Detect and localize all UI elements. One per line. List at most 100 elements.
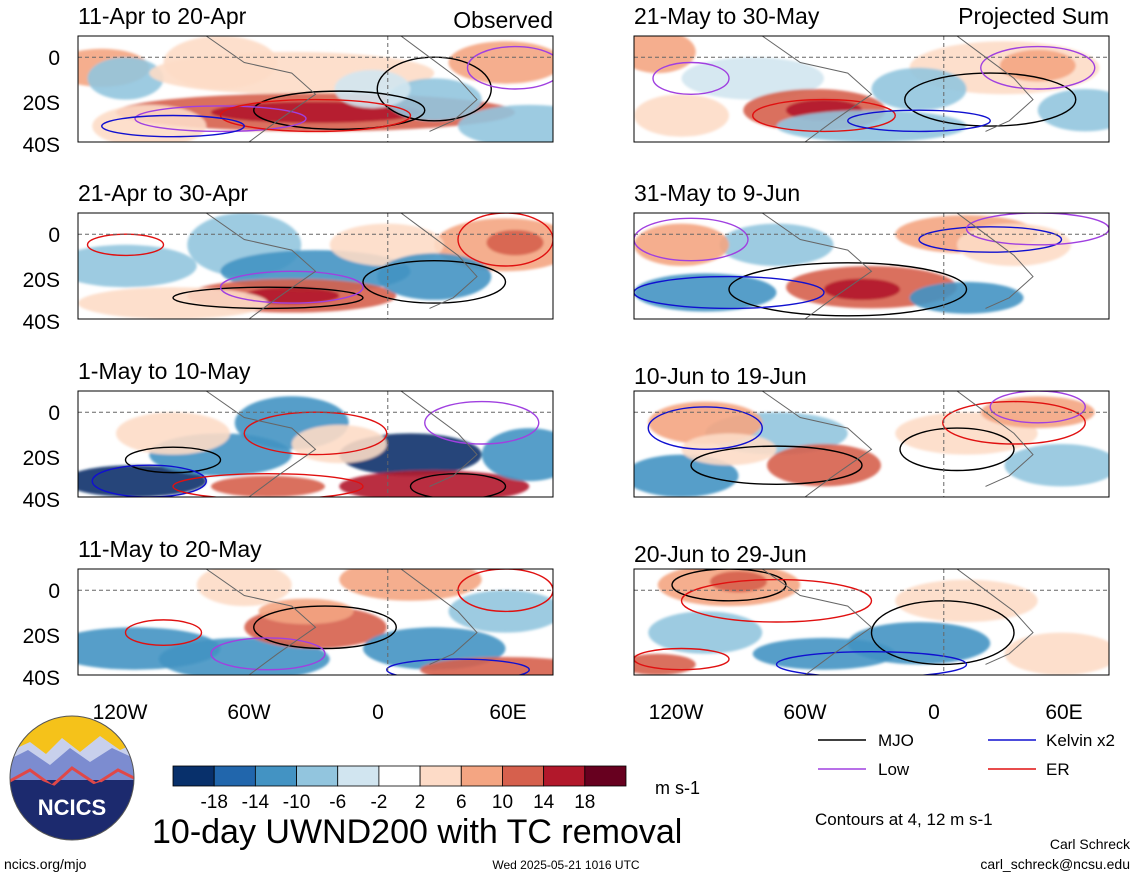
contour (466, 45, 553, 90)
column-tag-observed: Observed (453, 7, 553, 33)
anomaly-shade (334, 69, 411, 109)
anomaly-shade (634, 653, 696, 675)
contour (376, 56, 492, 122)
contour (752, 98, 896, 133)
panel-title-7: 10-Jun to 19-Jun (634, 363, 807, 389)
anomaly-shade (634, 454, 739, 497)
colorbar-label-1: -14 (242, 792, 270, 813)
contour (101, 114, 245, 138)
footer-timestamp: Wed 2025-05-21 1016 UTC (492, 858, 640, 872)
panel-frame (633, 390, 1110, 498)
legend-label-kelvin: Kelvin x2 (1046, 731, 1115, 750)
contour (457, 213, 553, 267)
anomaly-shade (196, 569, 292, 607)
panel-frame (77, 35, 554, 143)
contour (253, 90, 426, 130)
x-tick-r-60e: 60E (1045, 701, 1082, 724)
contour (634, 217, 749, 262)
anomaly-shade (339, 569, 482, 601)
panel-title-3: 1-May to 10-May (78, 358, 251, 384)
panel-title-8: 20-Jun to 29-Jun (634, 541, 807, 567)
y-tick-p4-0: 0 (48, 580, 60, 603)
panel-title-5: 21-May to 30-May (634, 3, 820, 29)
south-america-outline (205, 569, 317, 675)
africa-outline (956, 36, 1034, 132)
y-ticks-left: 0 20S 40S 0 20S 40S 0 20S 40S 0 20S 40S (23, 47, 60, 690)
south-america-outline (205, 213, 317, 319)
contour (424, 400, 540, 445)
contour (634, 275, 825, 310)
colorbar-box-7 (460, 765, 503, 787)
panel-frame (633, 568, 1110, 676)
africa-outline (400, 391, 478, 487)
contour (870, 600, 1015, 666)
contour (775, 650, 968, 675)
colorbar-box-8 (502, 765, 545, 787)
contour (219, 270, 364, 304)
colorbar-label-4: -2 (370, 792, 387, 813)
anomaly-shade (448, 41, 553, 84)
colorbar-label-7: 10 (492, 792, 513, 813)
contour (965, 213, 1109, 246)
contour (91, 464, 207, 497)
contour (647, 406, 763, 450)
legend-label-er: ER (1046, 760, 1070, 779)
ncics-logo: NCICS (9, 715, 135, 841)
colorbar-label-9: 18 (574, 792, 595, 813)
contour (253, 605, 397, 650)
figure-title: 10-day UWND200 with TC removal (152, 813, 682, 851)
south-america-outline (761, 36, 873, 142)
anomaly-shade (87, 57, 164, 100)
units-label: m s-1 (655, 778, 700, 798)
y-tick-p2-0: 0 (48, 224, 60, 247)
anomaly-shade (486, 229, 544, 256)
x-ticks-left: 120W 60W 0 60E (93, 701, 527, 724)
x-tick-r-120w: 120W (649, 701, 704, 724)
south-america-outline (761, 213, 873, 319)
x-tick-l-60e: 60E (489, 701, 526, 724)
colorbar-label-8: 14 (533, 792, 555, 813)
contour (386, 658, 530, 675)
colorbar-box-0 (172, 765, 215, 787)
panel-7 (633, 390, 1110, 498)
contour (690, 445, 863, 485)
contour (918, 226, 1063, 253)
colorbar-box-6 (419, 765, 462, 787)
south-america-outline (761, 569, 873, 675)
footer-email: carl_schreck@ncsu.edu (980, 856, 1130, 872)
anomaly-shade (909, 281, 1024, 314)
anomaly-shade (420, 656, 553, 675)
contour (124, 619, 203, 647)
anomaly-shade (634, 36, 696, 74)
panel-5 (633, 35, 1110, 143)
panel-4 (77, 568, 554, 676)
anomaly-shade (1004, 632, 1109, 675)
contour (243, 411, 388, 456)
x-tick-r-60w: 60W (783, 701, 826, 724)
contour (134, 105, 307, 133)
colorbar-box-9 (543, 765, 586, 787)
x-tick-l-60w: 60W (227, 701, 270, 724)
panel-frame (77, 390, 554, 498)
colorbar-box-1 (213, 765, 256, 787)
contour (210, 637, 326, 671)
panel-2 (77, 212, 554, 320)
anomaly-shade (895, 579, 1038, 622)
panel-frame (633, 212, 1110, 320)
y-tick-p4-20s: 20S (23, 625, 60, 648)
colorbar-label-5: 2 (415, 792, 426, 813)
y-tick-p3-40s: 40S (23, 489, 60, 512)
colorbar-box-10 (584, 765, 627, 787)
colorbar-box-5 (378, 765, 421, 787)
anomaly-shade (244, 287, 340, 305)
africa-outline (956, 391, 1034, 487)
y-tick-p1-0: 0 (48, 47, 60, 70)
south-america-outline (205, 391, 317, 497)
south-america-outline (761, 391, 873, 497)
contour (409, 472, 507, 497)
y-tick-p2-20s: 20S (23, 269, 60, 292)
africa-outline (400, 36, 478, 132)
africa-outline (400, 569, 478, 665)
panel-8 (633, 568, 1110, 676)
colorbar-box-2 (254, 765, 297, 787)
